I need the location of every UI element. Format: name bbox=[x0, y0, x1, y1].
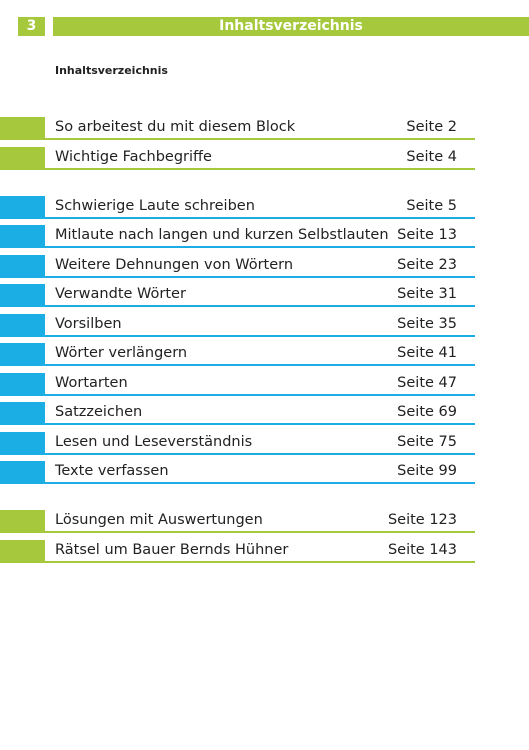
entry-title: Wortarten bbox=[55, 374, 128, 391]
entry-title: Rätsel um Bauer Bernds Hühner bbox=[55, 541, 289, 558]
entry-title: Wichtige Fachbegriffe bbox=[55, 148, 212, 165]
toc-entry: Wörter verlängern Seite 41 bbox=[0, 343, 475, 366]
entry-page: Seite 4 bbox=[406, 148, 457, 165]
color-block bbox=[0, 313, 45, 337]
entry-page: Seite 13 bbox=[397, 227, 457, 243]
entry-title: Texte verfassen bbox=[55, 463, 169, 479]
color-block bbox=[0, 510, 45, 533]
toc-entry: So arbeitest du mit diesem Block Seite 2 bbox=[0, 117, 475, 140]
page-number: 3 bbox=[18, 17, 45, 36]
entry-title: Lesen und Leseverständnis bbox=[55, 433, 253, 450]
entry-title: Mitlaute nach langen und kurzen Selbstla… bbox=[55, 227, 389, 243]
entry-page: Seite 2 bbox=[406, 119, 457, 135]
toc-entry: Vorsilben Seite 35 bbox=[0, 313, 475, 337]
toc-entry: Wortarten Seite 47 bbox=[0, 372, 475, 396]
color-block bbox=[0, 372, 45, 396]
color-block bbox=[0, 431, 45, 455]
underline bbox=[45, 452, 475, 455]
underline bbox=[45, 216, 475, 219]
entry-page: Seite 41 bbox=[397, 345, 457, 361]
entry-page: Seite 31 bbox=[397, 286, 457, 302]
entry-title: Schwierige Laute schreiben bbox=[55, 197, 255, 214]
color-block bbox=[0, 146, 45, 170]
toc-entry: Mitlaute nach langen und kurzen Selbstla… bbox=[0, 225, 475, 248]
toc-entry: Lösungen mit Auswertungen Seite 123 bbox=[0, 510, 475, 533]
entry-title: Verwandte Wörter bbox=[55, 286, 186, 302]
color-block bbox=[0, 461, 45, 484]
color-block bbox=[0, 254, 45, 278]
toc-entry: Lesen und Leseverständnis Seite 75 bbox=[0, 431, 475, 455]
underline bbox=[45, 423, 475, 425]
entry-title: Lösungen mit Auswertungen bbox=[55, 512, 263, 528]
color-block bbox=[0, 225, 45, 248]
entry-page: Seite 35 bbox=[397, 315, 457, 332]
underline bbox=[45, 393, 475, 396]
entry-title: Satzzeichen bbox=[55, 404, 143, 420]
color-block bbox=[0, 402, 45, 425]
subtitle: Inhaltsverzeichnis bbox=[55, 64, 168, 77]
color-block bbox=[0, 284, 45, 307]
entry-page: Seite 143 bbox=[387, 541, 457, 558]
entry-page: Seite 69 bbox=[397, 404, 457, 420]
header-title: Inhaltsverzeichnis bbox=[53, 17, 529, 36]
underline bbox=[45, 138, 475, 140]
underline bbox=[45, 246, 475, 248]
underline bbox=[45, 275, 475, 278]
entry-page: Seite 47 bbox=[397, 374, 457, 391]
entry-title: Weitere Dehnungen von Wörtern bbox=[55, 256, 294, 273]
entry-page: Seite 5 bbox=[406, 197, 457, 214]
entry-page: Seite 99 bbox=[397, 463, 457, 479]
toc-entry: Weitere Dehnungen von Wörtern Seite 23 bbox=[0, 254, 475, 278]
underline bbox=[45, 305, 475, 307]
entry-page: Seite 123 bbox=[387, 512, 457, 528]
entry-page: Seite 23 bbox=[397, 256, 457, 273]
color-block bbox=[0, 343, 45, 366]
toc-entry: Texte verfassen Seite 99 bbox=[0, 461, 475, 484]
underline bbox=[45, 531, 475, 533]
toc-entry: Verwandte Wörter Seite 31 bbox=[0, 284, 475, 307]
toc-entry: Rätsel um Bauer Bernds Hühner Seite 143 bbox=[0, 539, 475, 563]
toc-entry: Satzzeichen Seite 69 bbox=[0, 402, 475, 425]
underline bbox=[45, 167, 475, 170]
underline bbox=[45, 560, 475, 563]
underline bbox=[45, 482, 475, 484]
entry-title: Wörter verlängern bbox=[55, 345, 188, 361]
color-block bbox=[0, 539, 45, 563]
entry-title: Vorsilben bbox=[55, 315, 122, 332]
color-block bbox=[0, 117, 45, 140]
underline bbox=[45, 364, 475, 366]
color-block bbox=[0, 195, 45, 219]
toc-entry: Wichtige Fachbegriffe Seite 4 bbox=[0, 146, 475, 170]
underline bbox=[45, 334, 475, 337]
entry-page: Seite 75 bbox=[397, 433, 457, 450]
toc-entry: Schwierige Laute schreiben Seite 5 bbox=[0, 195, 475, 219]
entry-title: So arbeitest du mit diesem Block bbox=[55, 119, 296, 135]
